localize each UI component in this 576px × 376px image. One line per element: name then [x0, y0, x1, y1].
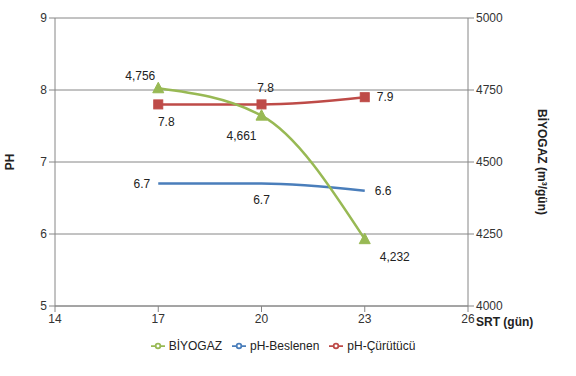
svg-text:6.7: 6.7 — [134, 177, 151, 191]
svg-text:4,232: 4,232 — [380, 250, 410, 264]
svg-text:23: 23 — [358, 312, 372, 326]
svg-text:26: 26 — [461, 312, 475, 326]
svg-text:SRT (gün): SRT (gün) — [476, 315, 533, 329]
svg-text:4,756: 4,756 — [125, 69, 155, 83]
svg-text:6.7: 6.7 — [253, 193, 270, 207]
svg-text:7.8: 7.8 — [257, 81, 274, 95]
svg-text:17: 17 — [152, 312, 166, 326]
svg-text:14: 14 — [48, 312, 62, 326]
svg-text:7: 7 — [40, 155, 47, 169]
html-text:pH-Çürütücü: pH-Çürütücü — [347, 339, 416, 353]
svg-text:4250: 4250 — [476, 227, 503, 241]
svg-text:8: 8 — [40, 83, 47, 97]
svg-text:6: 6 — [40, 227, 47, 241]
svg-text:BİYOGAZ (m³/gün): BİYOGAZ (m³/gün) — [535, 109, 550, 215]
svg-text:5: 5 — [40, 299, 47, 313]
svg-text:20: 20 — [255, 312, 269, 326]
svg-text:6.6: 6.6 — [375, 184, 392, 198]
svg-text:4500: 4500 — [476, 155, 503, 169]
html-text:BİYOGAZ: BİYOGAZ — [168, 339, 222, 353]
svg-text:7.8: 7.8 — [158, 115, 175, 129]
svg-text:PH: PH — [8, 154, 17, 171]
svg-text:4000: 4000 — [476, 299, 503, 313]
svg-text:4,661: 4,661 — [226, 129, 256, 143]
svg-text:5000: 5000 — [476, 11, 503, 25]
svg-text:7.9: 7.9 — [377, 90, 394, 104]
svg-text:9: 9 — [40, 11, 47, 25]
html-text:pH-Beslenen: pH-Beslenen — [250, 339, 320, 353]
svg-text:4750: 4750 — [476, 83, 503, 97]
